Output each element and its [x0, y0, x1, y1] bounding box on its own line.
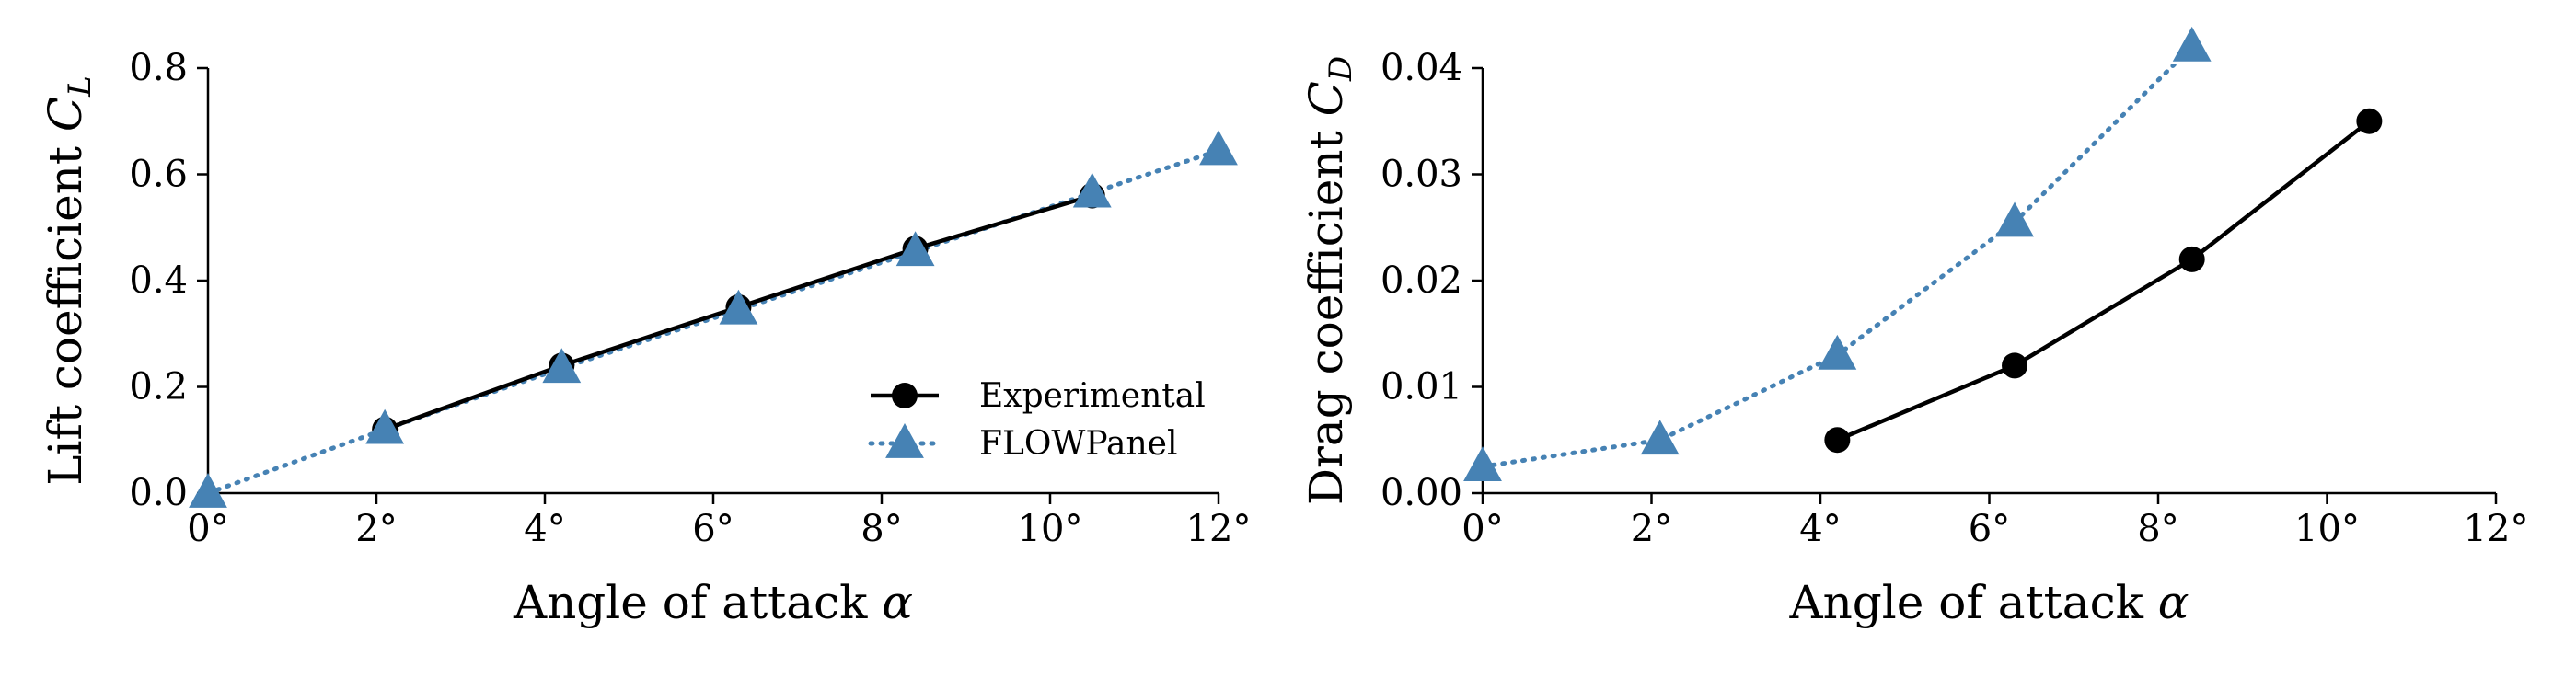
x-axis-title: Angle of attack α [513, 576, 913, 629]
x-tick-label: 10° [1018, 508, 1083, 550]
y-tick-label: 0.8 [129, 47, 188, 89]
flowpanel-point [1463, 446, 1502, 481]
drag-coefficient-chart: 0° 2° 4° 6° 8° 10° 12° 0.00 0.01 0.02 0.03 0.04 Angl… [1300, 26, 2529, 629]
flowpanel-point [1995, 201, 2034, 237]
experimental-point [1824, 427, 1851, 454]
flowpanel-point [895, 231, 935, 267]
y-tick-label: 0.04 [1380, 47, 1462, 89]
experimental-point [2178, 246, 2205, 272]
x-tick-label: 6° [1969, 508, 2010, 550]
flowpanel-point [1072, 172, 1112, 208]
y-tick-label: 0.4 [129, 259, 188, 302]
legend-marker-circle [892, 383, 918, 408]
y-tick-label: 0.02 [1380, 259, 1462, 302]
y-tick-label: 0.01 [1380, 366, 1462, 408]
x-tick-label: 8° [861, 508, 902, 550]
x-tick-label: 10° [2294, 508, 2360, 550]
x-tick-label: 2° [1631, 508, 1672, 550]
x-axis-title: Angle of attack α [1788, 576, 2189, 629]
flowpanel-point [1199, 130, 1238, 166]
y-tick-label: 0.2 [129, 366, 188, 408]
experimental-point [2356, 108, 2383, 134]
y-tick-label: 0.0 [129, 472, 188, 514]
x-tick-label: 8° [2137, 508, 2178, 550]
x-tick-label: 2° [355, 508, 397, 550]
experimental-point [2002, 352, 2028, 379]
flowpanel-point [542, 348, 582, 384]
flowpanel-point [189, 473, 227, 508]
y-axis-title: Lift coefficient CL [39, 75, 98, 486]
flowpanel-point [2172, 26, 2212, 62]
y-tick-label: 0.00 [1380, 472, 1462, 514]
x-tick-label: 0° [187, 508, 228, 550]
x-tick-label: 6° [692, 508, 734, 550]
flowpanel-point [1640, 420, 1680, 455]
flowpanel-point [365, 408, 405, 444]
flowpanel-point [1818, 334, 1857, 370]
x-tick-label: 12° [2464, 508, 2529, 550]
x-tick-label: 4° [524, 508, 565, 550]
flowpanel-line [1491, 64, 2177, 468]
legend: Experimental FLOWPanel [868, 377, 1206, 463]
y-axis-title: Drag coefficient CD [1300, 56, 1359, 505]
x-tick-label: 0° [1461, 508, 1503, 550]
flowpanel-point [719, 289, 758, 325]
legend-label: FLOWPanel [979, 425, 1177, 463]
x-tick-label: 12° [1186, 508, 1252, 550]
y-tick-label: 0.6 [129, 154, 188, 196]
lift-coefficient-chart: 0° 2° 4° 6° 8° 10° 12° 0.0 0.2 0.4 0.6 0.8 Angle of … [39, 47, 1251, 629]
legend-marker-triangle [885, 423, 924, 458]
y-tick-label: 0.03 [1380, 154, 1462, 196]
experimental-line [1836, 119, 2371, 443]
plot-area [1491, 64, 2371, 468]
legend-label: Experimental [979, 377, 1206, 415]
x-tick-label: 4° [1799, 508, 1841, 550]
